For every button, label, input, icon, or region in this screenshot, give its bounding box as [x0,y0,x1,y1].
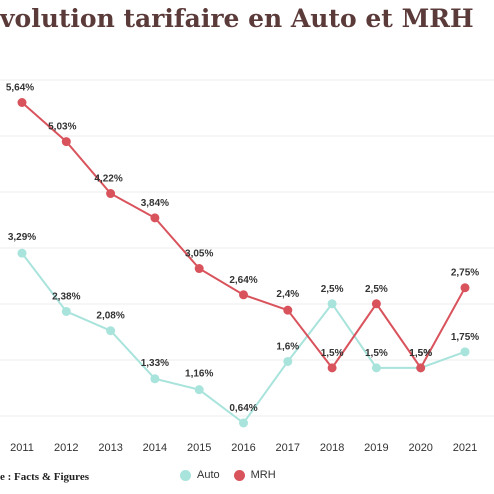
x-tick-label: 2014 [143,442,167,454]
data-point-auto [17,248,27,258]
data-label-auto: 0,64% [229,403,257,414]
data-label-auto: 2,5% [321,284,344,295]
chart-legend: Auto MRH [180,469,290,481]
data-label-mrh: 2,75% [451,268,479,279]
x-tick-label: 2012 [54,442,78,454]
data-label-auto: 2,08% [96,311,124,322]
data-point-mrh [194,264,204,274]
data-label-auto: 2,38% [52,291,80,302]
data-label-mrh: 2,4% [276,289,299,300]
data-point-auto [239,418,248,428]
data-label-mrh: 3,05% [185,249,213,260]
data-point-auto [61,306,71,316]
x-tick-label: 2018 [320,442,344,454]
data-point-mrh [150,213,160,223]
data-label-mrh: 5,64% [6,83,34,94]
data-label-auto: 1,75% [451,332,479,343]
legend-label-auto: Auto [197,469,220,481]
data-label-mrh: 3,84% [141,198,169,209]
legend-swatch-mrh [233,469,245,481]
data-label-mrh: 4,22% [94,174,122,185]
data-point-mrh [371,299,381,309]
data-point-mrh [17,98,27,107]
x-tick-label: 2015 [187,442,211,454]
x-tick-label: 2011 [10,442,34,454]
x-tick-label: 2016 [231,442,255,454]
data-point-mrh [283,305,293,315]
x-tick-label: 2019 [364,442,388,454]
data-point-auto [106,326,116,336]
x-tick-label: 2013 [98,442,122,454]
data-point-auto [371,363,381,373]
data-label-auto: 1,5% [409,348,432,359]
data-point-mrh [416,363,426,373]
data-point-auto [460,347,470,357]
data-label-auto: 1,6% [276,341,299,352]
data-label-mrh: 2,64% [229,275,257,286]
data-point-auto [150,374,160,384]
data-point-mrh [460,283,470,293]
x-tick-label: 2020 [408,442,432,454]
legend-item-auto: Auto [180,469,220,481]
legend-label-mrh: MRH [250,469,276,481]
x-tick-label: 2021 [453,442,477,454]
data-point-auto [194,385,204,395]
chart-title: volution tarifaire en Auto et MRH [0,4,474,33]
data-label-mrh: 1,5% [321,348,344,359]
data-label-mrh: 2,5% [365,284,388,295]
data-label-mrh: 5,03% [48,122,76,133]
x-tick-label: 2017 [276,442,300,454]
data-label-mrh: 1,5% [409,348,432,359]
data-label-auto: 1,16% [185,369,213,380]
legend-swatch-auto [180,469,191,481]
data-label-auto: 1,33% [141,358,169,369]
data-point-mrh [239,290,248,300]
data-point-auto [327,299,337,309]
data-point-mrh [106,189,116,199]
source-note: e : Facts & Figures [0,471,89,483]
data-point-mrh [327,363,337,373]
data-label-auto: 3,29% [8,232,36,243]
data-point-mrh [61,137,71,147]
series-line-mrh [21,101,466,370]
data-point-auto [283,356,293,366]
legend-item-mrh: MRH [233,469,276,481]
data-label-auto: 1,5% [365,348,388,359]
